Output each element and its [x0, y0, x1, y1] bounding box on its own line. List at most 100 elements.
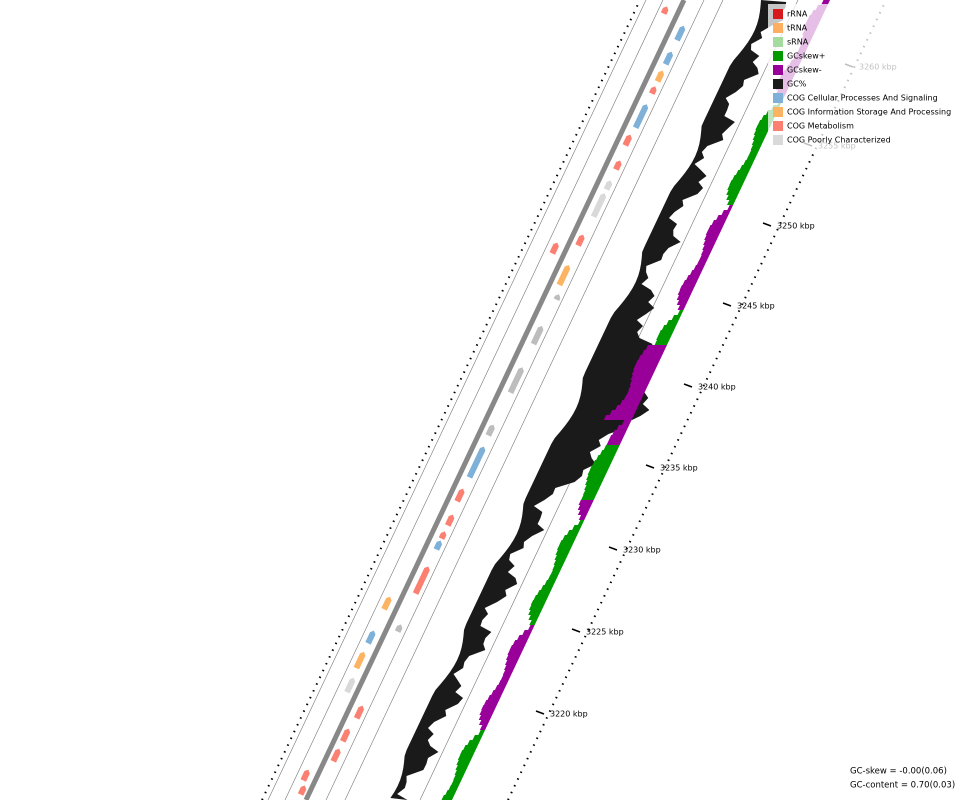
gene	[507, 367, 524, 394]
gc-skew-positive	[748, 150, 760, 155]
gc-skew-positive	[559, 540, 575, 545]
gc-skew-positive	[553, 560, 566, 565]
gc-skew-negative	[701, 250, 712, 255]
gc-skew-negative	[704, 235, 719, 240]
gene	[613, 160, 622, 171]
gc-skew-negative	[507, 650, 523, 655]
gc-skew-negative	[693, 265, 705, 270]
tick-label: 3235 kbp	[660, 464, 698, 473]
tick-mark	[571, 628, 581, 633]
gc-skew-negative	[635, 360, 660, 365]
gc-skew-negative	[504, 660, 519, 665]
gc-skew-positive	[752, 135, 767, 140]
gene	[394, 624, 403, 633]
gc-skew-negative	[479, 725, 488, 730]
legend-label: GCskew-	[787, 66, 822, 75]
gc-skew-positive	[528, 605, 545, 610]
gc-skew-positive	[530, 600, 547, 605]
gene	[654, 70, 665, 83]
gc-skew-negative	[686, 275, 701, 280]
gc-skew-negative	[609, 410, 637, 415]
gc-skew-negative	[500, 675, 512, 680]
gc-skew-positive	[726, 195, 738, 200]
gc-skew-positive	[656, 335, 672, 340]
gc-skew-positive	[455, 765, 469, 770]
gene	[674, 25, 686, 42]
tick-mark	[645, 464, 655, 469]
gene	[466, 446, 486, 479]
gene	[412, 566, 430, 595]
gene	[485, 424, 495, 437]
gc-skew-positive	[581, 495, 597, 500]
gc-skew-positive	[739, 165, 753, 170]
gc-skew-negative	[677, 290, 693, 295]
gene	[353, 651, 366, 670]
gene	[445, 514, 455, 527]
gc-skew-negative	[699, 255, 710, 260]
gc-skew-positive	[448, 785, 460, 790]
gc-skew-negative	[620, 400, 641, 405]
gc-skew-positive	[550, 570, 561, 575]
legend-label: rRNA	[787, 10, 808, 19]
gc-skew-negative	[721, 210, 731, 215]
gc-skew-negative	[577, 510, 590, 515]
gc-skew-positive	[529, 620, 538, 625]
legend-swatch	[773, 121, 783, 131]
gc-skew-positive	[457, 755, 474, 760]
gc-skew-negative	[606, 440, 623, 445]
gc-skew-positive	[552, 565, 564, 570]
gc-skew-negative	[702, 245, 715, 250]
tick-mark	[762, 222, 772, 227]
gene	[344, 677, 356, 694]
gc-skew-positive	[755, 125, 771, 130]
gc-skew-positive	[453, 775, 464, 780]
gene	[330, 748, 341, 763]
legend-label: GC%	[787, 80, 807, 89]
legend-label: sRNA	[787, 38, 809, 47]
gc-content-plot	[390, 0, 787, 800]
gc-skew-negative	[633, 365, 658, 370]
gene	[660, 6, 669, 15]
gc-skew-negative	[727, 205, 734, 210]
legend-label: COG Metabolism	[787, 122, 854, 131]
gene	[622, 134, 632, 147]
gc-skew-positive	[658, 330, 675, 335]
gene	[575, 234, 585, 247]
gc-skew-negative	[679, 285, 696, 290]
ring-line	[284, 0, 664, 800]
legend-swatch	[773, 9, 783, 19]
backbone	[303, 0, 687, 800]
gc-skew-negative	[689, 270, 703, 275]
gc-skew-negative	[487, 695, 502, 700]
gc-skew-negative	[478, 715, 493, 720]
gene	[381, 596, 392, 611]
legend-swatch	[773, 135, 783, 145]
gene	[530, 325, 544, 346]
gc-skew-negative	[676, 295, 691, 300]
gc-skew-negative	[711, 220, 727, 225]
gc-skew-negative	[481, 705, 497, 710]
genes	[297, 6, 686, 796]
legend-swatch	[773, 23, 783, 33]
gc-skew-negative	[716, 215, 729, 220]
legend-label: COG Cellular Processes And Signaling	[787, 94, 938, 103]
gc-skew-positive	[554, 555, 568, 560]
gc-skew-positive	[587, 470, 608, 475]
gc-skew-negative	[630, 375, 653, 380]
gc-skew-positive	[751, 140, 764, 145]
gene	[433, 540, 443, 551]
gc-skew-negative	[623, 395, 644, 400]
gc-skew-positive	[454, 770, 467, 775]
legend: rRNA tRNA sRNA GCskew+ GCskew- GC% COG Cellula…	[773, 9, 951, 145]
gc-skew-positive	[562, 535, 578, 540]
gene	[649, 86, 657, 95]
gene	[662, 51, 674, 66]
gene	[353, 705, 365, 720]
gc-skew-positive	[556, 545, 573, 550]
gc-skew-negative	[629, 380, 651, 385]
gc-skew-negative	[522, 630, 533, 635]
gc-skew-positive	[528, 615, 540, 620]
gc-skew-positive	[566, 530, 580, 535]
gc-skew-negative	[483, 700, 500, 705]
gc-skew-positive	[528, 610, 542, 615]
